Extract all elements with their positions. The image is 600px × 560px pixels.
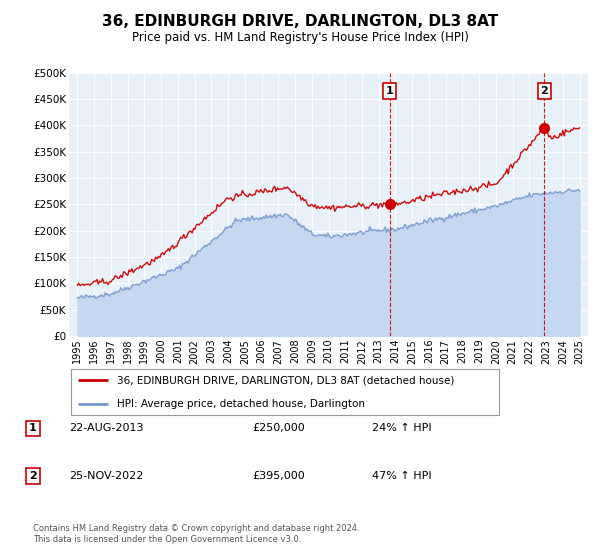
Text: £395,000: £395,000 bbox=[252, 471, 305, 481]
Text: 24% ↑ HPI: 24% ↑ HPI bbox=[372, 423, 431, 433]
Text: 36, EDINBURGH DRIVE, DARLINGTON, DL3 8AT (detached house): 36, EDINBURGH DRIVE, DARLINGTON, DL3 8AT… bbox=[116, 375, 454, 385]
Text: HPI: Average price, detached house, Darlington: HPI: Average price, detached house, Darl… bbox=[116, 399, 365, 409]
Text: 2: 2 bbox=[541, 86, 548, 96]
Text: Contains HM Land Registry data © Crown copyright and database right 2024.
This d: Contains HM Land Registry data © Crown c… bbox=[33, 524, 359, 544]
Text: 36, EDINBURGH DRIVE, DARLINGTON, DL3 8AT: 36, EDINBURGH DRIVE, DARLINGTON, DL3 8AT bbox=[102, 14, 498, 29]
FancyBboxPatch shape bbox=[71, 370, 499, 414]
Text: 2: 2 bbox=[29, 471, 37, 481]
Text: £250,000: £250,000 bbox=[252, 423, 305, 433]
Text: 47% ↑ HPI: 47% ↑ HPI bbox=[372, 471, 431, 481]
Text: 1: 1 bbox=[29, 423, 37, 433]
Text: Price paid vs. HM Land Registry's House Price Index (HPI): Price paid vs. HM Land Registry's House … bbox=[131, 31, 469, 44]
Text: 1: 1 bbox=[386, 86, 394, 96]
Text: 22-AUG-2013: 22-AUG-2013 bbox=[69, 423, 143, 433]
Text: 25-NOV-2022: 25-NOV-2022 bbox=[69, 471, 143, 481]
